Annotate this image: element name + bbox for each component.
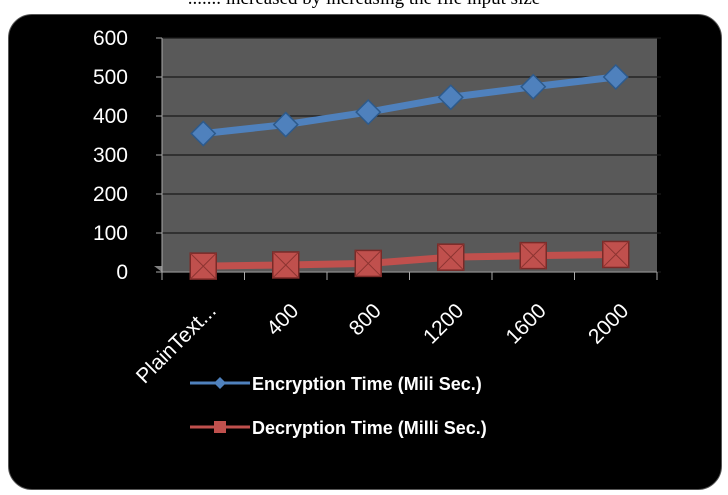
legend-marker-square [214,421,226,433]
y-tick-label: 0 [116,261,128,284]
y-tick-label: 200 [93,183,128,206]
y-tick-label: 100 [93,222,128,245]
x-tick-label: 1200 [419,299,468,348]
legend: Encryption Time (Mili Sec.) Decryption Ti… [190,374,487,438]
x-axis: PlainText... 400 800 1200 1600 2000 [132,271,658,388]
data-point-series-2-facet [602,241,630,268]
y-tick-label: 300 [93,144,128,167]
y-axis: 0 100 200 300 400 500 600 [93,27,163,284]
x-tick-label: 800 [345,299,386,340]
data-point-series-2-facet [189,252,217,280]
data-point-series-1 [272,111,299,138]
data-point-series-1 [520,73,547,100]
plot-area [154,37,661,273]
y-tick-label: 400 [93,105,128,128]
legend-label-1: Encryption Time (Mili Sec.) [252,374,482,394]
data-point-series-2-facet [437,243,465,271]
x-tick-label: 400 [262,299,303,340]
page-caption: ....... increased by increasing the file… [0,0,728,10]
data-point-series-2-facet [354,250,382,277]
legend-marker-diamond [214,377,226,389]
data-point-series-1 [602,63,629,91]
data-point-series-2-facet [272,251,300,279]
data-point-series-1 [190,120,217,147]
x-tick-label: 1600 [501,299,550,348]
series-layer [189,63,630,280]
data-point-series-2-facet [519,242,547,269]
data-point-series-1 [437,84,464,111]
y-tick-label: 600 [93,27,128,50]
y-tick-label: 500 [93,66,128,89]
data-point-series-1 [355,99,382,126]
series-line-1 [199,73,620,138]
x-tick-label: 2000 [584,299,633,348]
x-tick-label: PlainText... [132,299,221,388]
legend-label-2: Decryption Time (Milli Sec.) [252,418,487,438]
